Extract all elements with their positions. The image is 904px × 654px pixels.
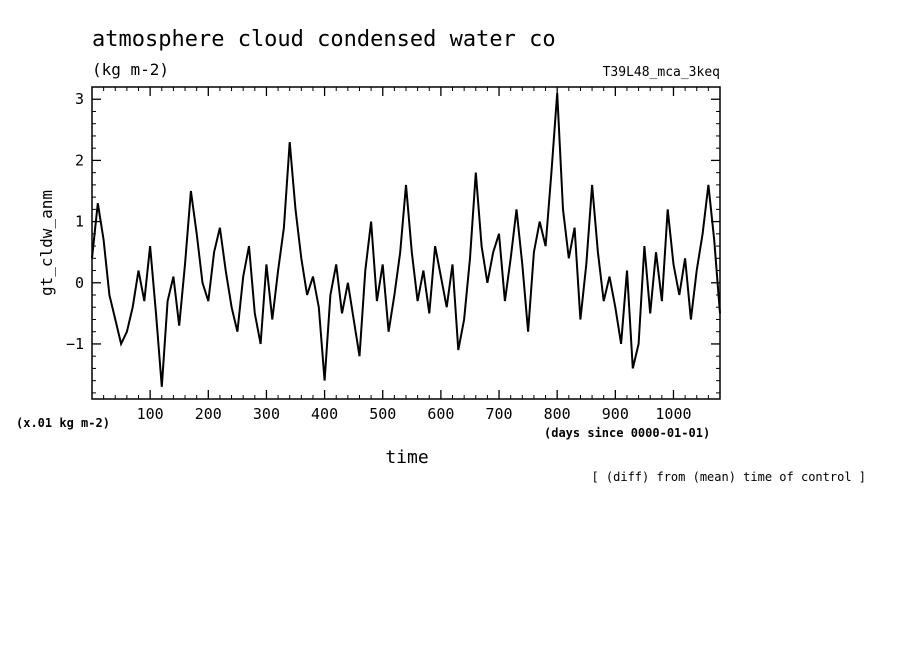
x-tick-label: 200 xyxy=(195,405,222,423)
x-tick-label: 400 xyxy=(311,405,338,423)
y-scale-note: (x.01 kg m-2) xyxy=(16,416,110,430)
chart-title: atmosphere cloud condensed water co xyxy=(92,27,556,52)
y-tick-label: 3 xyxy=(75,90,84,108)
x-tick-label: 900 xyxy=(602,405,629,423)
y-tick-labels: −1 0 1 2 3 xyxy=(66,90,84,353)
footnote: [ (diff) from (mean) time of control ] xyxy=(591,470,866,484)
x-axis-label: time xyxy=(385,447,428,468)
experiment-label: T39L48_mca_3keq xyxy=(603,65,720,80)
x-tick-label: 700 xyxy=(485,405,512,423)
x-tick-label: 500 xyxy=(369,405,396,423)
x-tick-labels: 100 200 300 400 500 600 700 800 900 1000 xyxy=(137,405,692,423)
x-tick-label: 300 xyxy=(253,405,280,423)
x-tick-label: 600 xyxy=(427,405,454,423)
x-units-label: (days since 0000-01-01) xyxy=(544,426,710,440)
x-tick-label: 1000 xyxy=(655,405,691,423)
y-tick-label: 1 xyxy=(75,213,84,231)
x-tick-label: 800 xyxy=(544,405,571,423)
series-line xyxy=(91,93,721,387)
x-tick-label: 100 xyxy=(137,405,164,423)
y-axis-label: gt_cldw_anm xyxy=(37,190,56,296)
chart-units: (kg m-2) xyxy=(92,60,169,79)
y-tick-label: 0 xyxy=(75,274,84,292)
y-tick-label: −1 xyxy=(66,335,84,353)
y-tick-label: 2 xyxy=(75,151,84,169)
